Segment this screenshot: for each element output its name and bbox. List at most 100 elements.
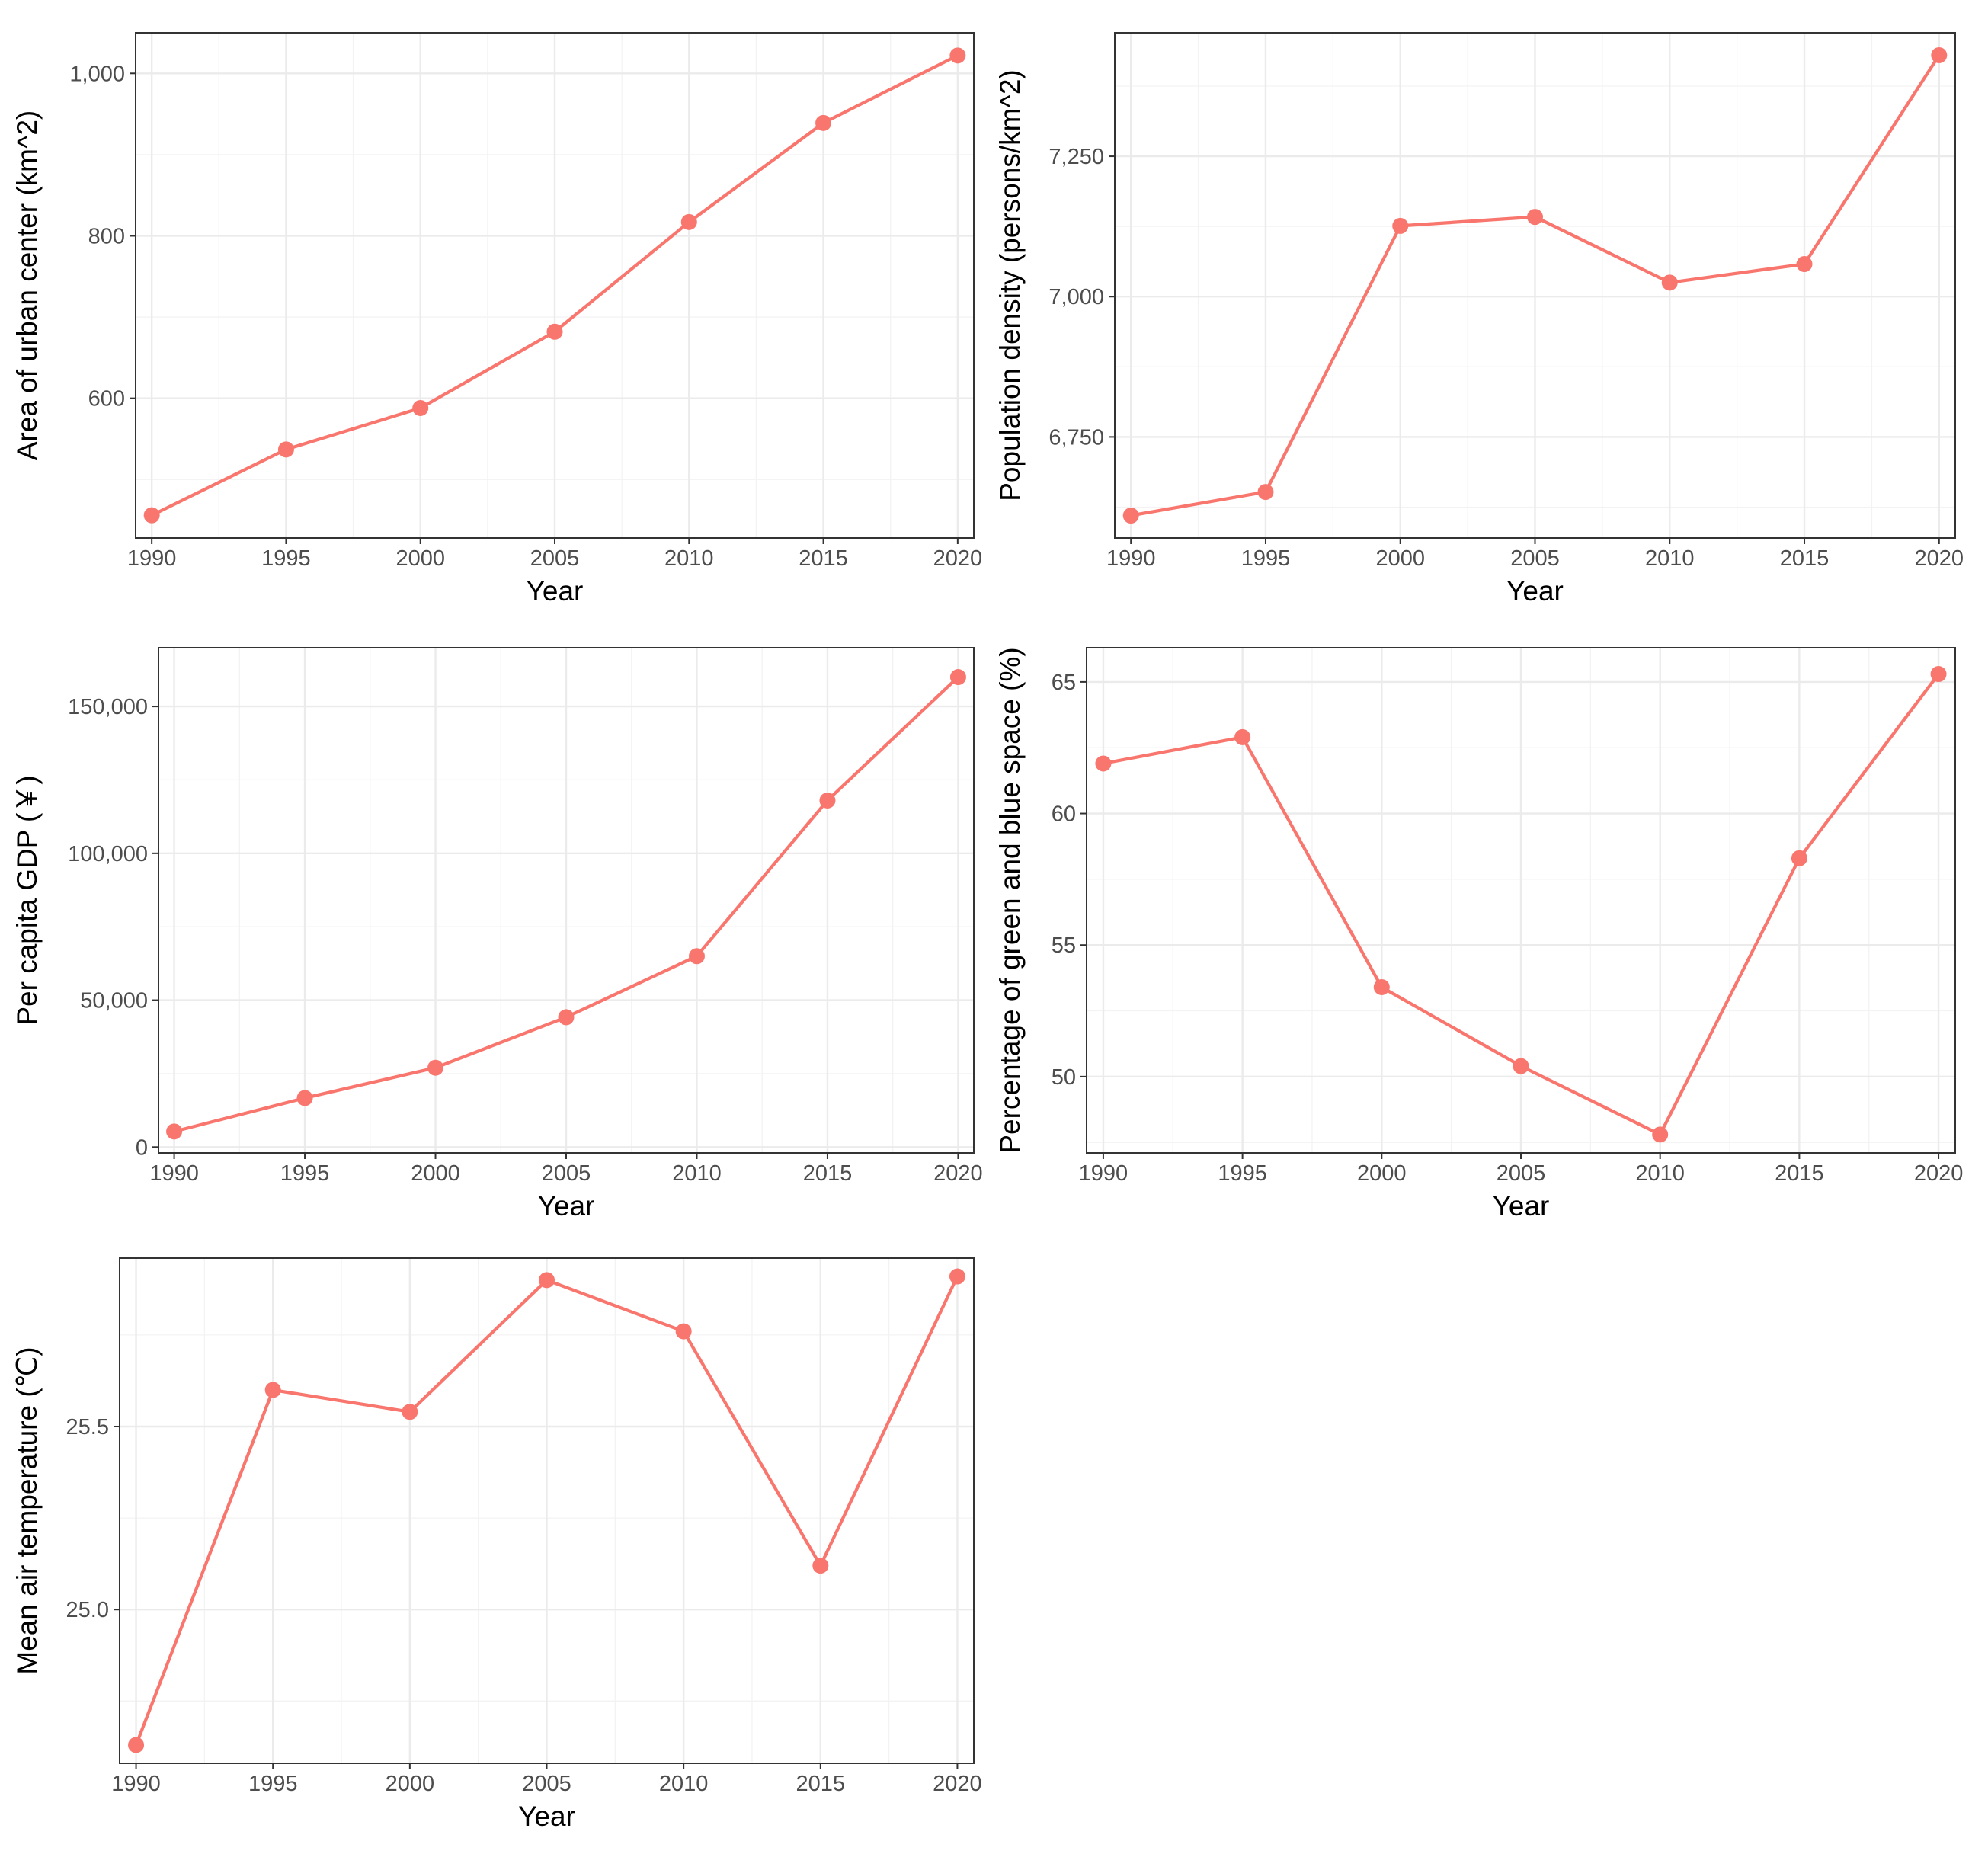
- data-point-1990: [1122, 508, 1139, 524]
- y-axis-title: Mean air temperature (℃): [11, 1346, 43, 1674]
- y-axis-title: Area of urban center (km^2): [11, 110, 43, 461]
- x-tick-label: 2015: [803, 1161, 853, 1186]
- x-tick-label: 2010: [659, 1772, 709, 1796]
- chart-panel-5: 1990 1995 2000 2005 2010 2015 2020 25.0 25.5 Year…: [11, 1257, 982, 1832]
- data-point-2000: [427, 1059, 444, 1076]
- x-tick-label: 1990: [111, 1772, 161, 1796]
- data-point-2015: [815, 114, 832, 131]
- y-tick-label: 0: [136, 1135, 148, 1160]
- x-tick-label: 1995: [248, 1772, 298, 1796]
- x-tick-label: 2000: [1375, 546, 1425, 571]
- x-tick-label: 2005: [1497, 1161, 1546, 1186]
- data-point-1990: [166, 1123, 183, 1140]
- x-tick-label: 2010: [672, 1161, 722, 1186]
- data-point-2000: [1373, 978, 1390, 995]
- data-point-2010: [688, 948, 705, 965]
- x-axis-title: Year: [538, 1190, 595, 1222]
- data-point-2020: [949, 47, 966, 64]
- y-tick-label: 25.0: [66, 1598, 109, 1622]
- data-point-2015: [819, 792, 836, 809]
- x-tick-label: 2020: [1914, 1161, 1964, 1186]
- y-tick-label: 800: [88, 224, 125, 248]
- x-tick-label: 2020: [933, 1161, 983, 1186]
- chart-panel-1: 1990 1995 2000 2005 2010 2015 2020 600 800 1,000 Y…: [11, 32, 983, 607]
- x-tick-label: 2015: [799, 546, 848, 571]
- y-tick-label: 60: [1052, 802, 1076, 827]
- x-axis-title: Year: [518, 1801, 575, 1832]
- y-axis-title: Percentage of green and blue space (%): [994, 647, 1026, 1153]
- x-tick-label: 1990: [1106, 546, 1156, 571]
- y-tick-label: 65: [1052, 671, 1076, 695]
- data-point-2020: [1931, 46, 1948, 63]
- data-point-1995: [277, 441, 294, 458]
- x-tick-label: 2020: [933, 1772, 982, 1796]
- x-tick-label: 2000: [411, 1161, 460, 1186]
- x-tick-label: 2015: [1780, 546, 1830, 571]
- x-tick-label: 1995: [280, 1161, 330, 1186]
- y-axis-title: Population density (persons/km^2): [994, 69, 1026, 501]
- x-tick-label: 2015: [1775, 1161, 1824, 1186]
- data-point-2000: [1392, 217, 1409, 234]
- x-tick-label: 1990: [1079, 1161, 1128, 1186]
- data-point-2015: [1796, 256, 1813, 273]
- y-tick-label: 6,750: [1048, 425, 1104, 450]
- data-point-2015: [1791, 850, 1807, 866]
- chart-panel-3: 1990 1995 2000 2005 2010 2015 2020 0 50,000 100,0…: [11, 647, 983, 1222]
- chart-panel-4: 1990 1995 2000 2005 2010 2015 2020 50 55 60 65 Year…: [994, 647, 1963, 1222]
- x-tick-label: 2000: [395, 546, 445, 571]
- data-point-2010: [1652, 1126, 1669, 1143]
- x-tick-label: 1990: [127, 546, 177, 571]
- y-tick-label: 50,000: [80, 989, 148, 1013]
- data-point-2010: [1661, 274, 1678, 291]
- x-axis-title: Year: [1506, 575, 1564, 607]
- chart-panel-2: 1990 1995 2000 2005 2010 2015 2020 6,750 7,000 7,…: [994, 32, 1964, 607]
- x-tick-label: 2000: [386, 1772, 435, 1796]
- data-point-1995: [1234, 728, 1251, 745]
- data-point-2015: [812, 1558, 829, 1574]
- data-point-1990: [143, 507, 160, 524]
- x-tick-label: 2010: [1645, 546, 1695, 571]
- y-tick-label: 25.5: [66, 1415, 109, 1439]
- x-tick-label: 2010: [664, 546, 714, 571]
- y-tick-label: 7,000: [1048, 285, 1104, 309]
- data-point-2000: [402, 1404, 418, 1420]
- data-point-1995: [264, 1382, 281, 1398]
- y-tick-label: 50: [1052, 1065, 1076, 1090]
- data-point-2020: [949, 669, 966, 686]
- y-tick-label: 150,000: [68, 695, 148, 719]
- x-tick-label: 2015: [796, 1772, 846, 1796]
- x-tick-label: 2020: [933, 546, 983, 571]
- data-point-2005: [1527, 209, 1543, 226]
- x-tick-label: 2005: [1510, 546, 1560, 571]
- x-axis-title: Year: [1493, 1190, 1550, 1222]
- y-tick-label: 600: [88, 387, 125, 411]
- data-point-2005: [546, 323, 563, 340]
- data-point-2010: [680, 213, 697, 230]
- data-point-1990: [128, 1737, 145, 1753]
- x-tick-label: 1995: [261, 546, 311, 571]
- x-tick-label: 2005: [530, 546, 580, 571]
- data-point-1995: [296, 1090, 313, 1106]
- data-point-2010: [675, 1323, 692, 1340]
- data-point-2005: [558, 1009, 575, 1026]
- data-point-2020: [949, 1268, 965, 1285]
- y-tick-label: 1,000: [69, 62, 125, 86]
- y-tick-label: 55: [1052, 933, 1076, 958]
- data-point-1990: [1095, 755, 1112, 772]
- x-tick-label: 2020: [1915, 546, 1964, 571]
- x-tick-label: 2005: [542, 1161, 591, 1186]
- y-tick-label: 100,000: [68, 842, 148, 866]
- data-point-2005: [1513, 1058, 1529, 1074]
- y-tick-label: 7,250: [1048, 145, 1104, 169]
- x-tick-label: 2010: [1635, 1161, 1685, 1186]
- data-point-2000: [412, 399, 429, 416]
- x-tick-label: 1990: [149, 1161, 199, 1186]
- data-point-1995: [1257, 484, 1274, 501]
- x-tick-label: 2005: [522, 1772, 571, 1796]
- x-axis-title: Year: [527, 575, 584, 607]
- data-point-2020: [1930, 666, 1947, 683]
- y-axis-title: Per capita GDP (￥): [11, 775, 43, 1025]
- x-tick-label: 1995: [1218, 1161, 1267, 1186]
- data-point-2005: [539, 1272, 555, 1289]
